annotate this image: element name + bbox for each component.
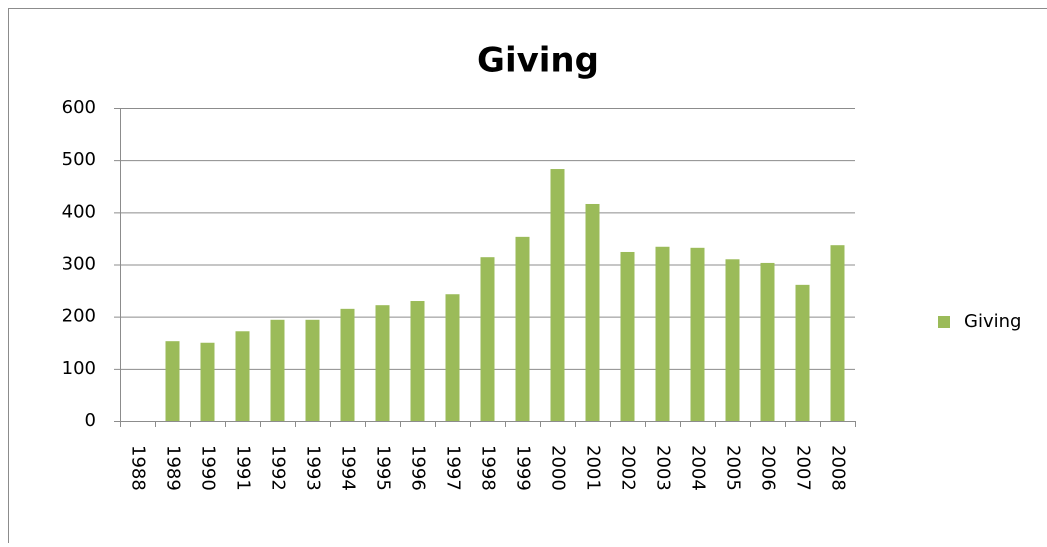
x-tick-label: 1993: [303, 445, 324, 491]
y-tick-label: 500: [62, 149, 96, 170]
bar: [236, 331, 250, 421]
x-tick-label: 2000: [548, 445, 569, 491]
y-tick-label: 400: [62, 201, 96, 222]
x-tick-label: 1988: [128, 445, 149, 491]
y-tick-label: 100: [62, 358, 96, 379]
y-tick-label: 600: [62, 97, 96, 118]
bar: [796, 285, 810, 421]
legend-swatch: [938, 316, 950, 328]
bar: [726, 259, 740, 421]
x-tick-label: 1997: [443, 445, 464, 491]
x-tick-label: 2001: [583, 445, 604, 491]
y-tick-label: 300: [62, 254, 96, 275]
x-tick-label: 1992: [268, 445, 289, 491]
bar: [446, 294, 460, 421]
bar: [621, 252, 635, 421]
x-tick-label: 1991: [233, 445, 254, 491]
bar: [376, 305, 390, 421]
chart-title: Giving: [477, 41, 599, 81]
x-tick-label: 2007: [793, 445, 814, 491]
x-tick-label: 2004: [688, 445, 709, 491]
y-tick-label: 200: [62, 306, 96, 327]
bar: [551, 169, 565, 421]
x-tick-label: 2005: [723, 445, 744, 491]
x-tick-label: 1990: [198, 445, 219, 491]
bar: [481, 257, 495, 421]
x-tick-label: 1996: [408, 445, 429, 491]
bar: [516, 237, 530, 421]
x-tick-label: 1994: [338, 445, 359, 491]
bar: [831, 245, 845, 421]
bar: [586, 204, 600, 421]
x-tick-label: 1998: [478, 445, 499, 491]
bar: [306, 320, 320, 421]
x-tick-label: 2002: [618, 445, 639, 491]
bar: [761, 263, 775, 421]
x-tick-label: 1995: [373, 445, 394, 491]
bar: [656, 247, 670, 421]
legend-label: Giving: [964, 311, 1021, 332]
bar: [691, 248, 705, 421]
bar: [411, 301, 425, 421]
bar: [341, 309, 355, 421]
bar: [166, 341, 180, 421]
bar: [271, 320, 285, 421]
x-tick-label: 2008: [828, 445, 849, 491]
y-tick-label: 0: [85, 410, 96, 431]
x-tick-label: 2006: [758, 445, 779, 491]
x-tick-label: 1989: [163, 445, 184, 491]
x-tick-label: 1999: [513, 445, 534, 491]
x-tick-label: 2003: [653, 445, 674, 491]
bar: [201, 343, 215, 421]
